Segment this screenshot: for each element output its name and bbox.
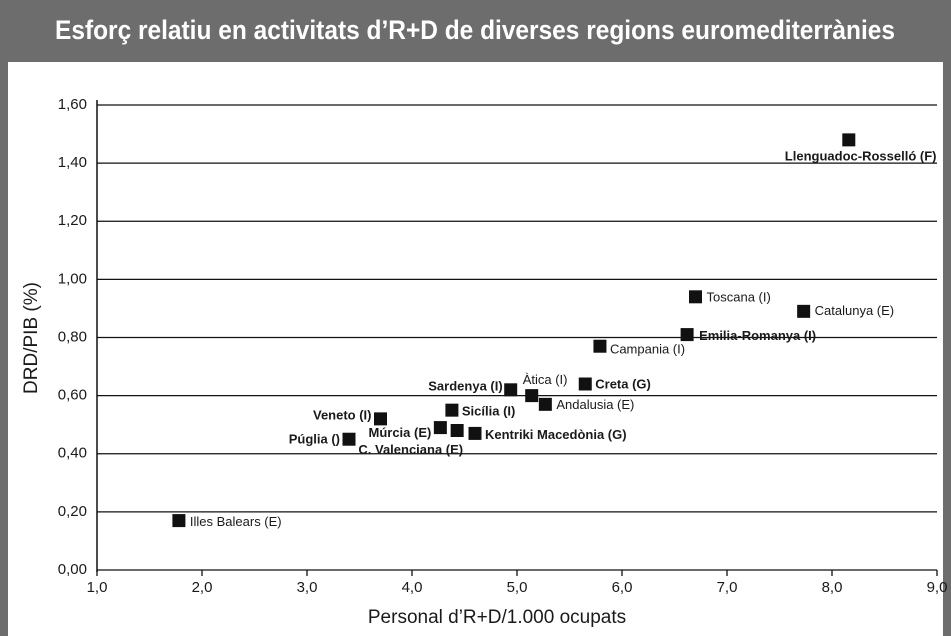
point xyxy=(593,339,607,353)
point-label: Múrcia (E) xyxy=(369,425,432,440)
point-label: Kentriki Macedònia (G) xyxy=(485,427,627,442)
point xyxy=(468,426,482,440)
y-tick-label: 0,00 xyxy=(58,561,87,578)
point xyxy=(172,514,186,528)
point-label: Àtica (I) xyxy=(523,372,568,387)
point xyxy=(450,424,464,437)
frame-left xyxy=(0,62,8,636)
point xyxy=(374,412,387,426)
y-tick-label: 1,40 xyxy=(58,154,87,171)
point xyxy=(680,328,694,342)
point xyxy=(842,133,856,147)
point xyxy=(445,403,459,417)
point-label: Veneto (I) xyxy=(313,407,372,422)
y-tick-label: 1,00 xyxy=(58,270,87,287)
x-tick-label: 1,0 xyxy=(87,579,108,596)
point-label: Andalusia (E) xyxy=(556,397,634,412)
y-tick-label: 1,60 xyxy=(58,96,87,113)
x-tick-label: 8,0 xyxy=(822,579,843,596)
x-tick-label: 7,0 xyxy=(717,579,738,596)
point xyxy=(578,377,592,391)
frame-right xyxy=(943,62,951,636)
point-label: Sicília (I) xyxy=(462,404,515,419)
x-tick-label: 4,0 xyxy=(402,579,423,596)
y-tick-label: 0,80 xyxy=(58,328,87,345)
point xyxy=(342,432,356,446)
point-label: Llenguadoc-Rosselló (F) xyxy=(785,148,937,163)
y-tick-label: 0,20 xyxy=(58,503,87,520)
point xyxy=(538,397,552,411)
point-label: Creta (G) xyxy=(595,376,651,391)
point xyxy=(525,389,539,403)
chart-title: Esforç relatiu en activitats d’R+D de di… xyxy=(55,15,895,45)
point xyxy=(689,290,702,304)
point xyxy=(433,421,447,435)
x-tick-label: 2,0 xyxy=(192,579,213,596)
point xyxy=(797,304,811,318)
point-label: Toscana (I) xyxy=(707,289,771,304)
x-axis-label: Personal d’R+D/1.000 ocupats xyxy=(368,607,626,628)
point-label: Púglia () xyxy=(289,432,340,447)
x-tick-label: 6,0 xyxy=(612,579,633,596)
x-tick-label: 9,0 xyxy=(927,579,948,596)
title-bar xyxy=(0,0,951,62)
y-tick-label: 0,60 xyxy=(58,387,87,404)
y-tick-label: 0,40 xyxy=(58,445,87,462)
point-label: Catalunya (E) xyxy=(815,303,894,318)
point xyxy=(504,383,518,397)
x-tick-label: 5,0 xyxy=(507,579,528,596)
y-axis-label: DRD/PIB (%) xyxy=(21,282,42,394)
point-label: Sardenya (I) xyxy=(428,378,502,393)
point-label: Campania (I) xyxy=(610,342,685,357)
point-label: Illes Balears (E) xyxy=(190,514,282,529)
point-label: C. Valenciana (E) xyxy=(358,442,463,457)
point-label: Emilia-Romanya (I) xyxy=(699,328,816,343)
y-tick-label: 1,20 xyxy=(58,212,87,229)
x-tick-label: 3,0 xyxy=(297,579,318,596)
